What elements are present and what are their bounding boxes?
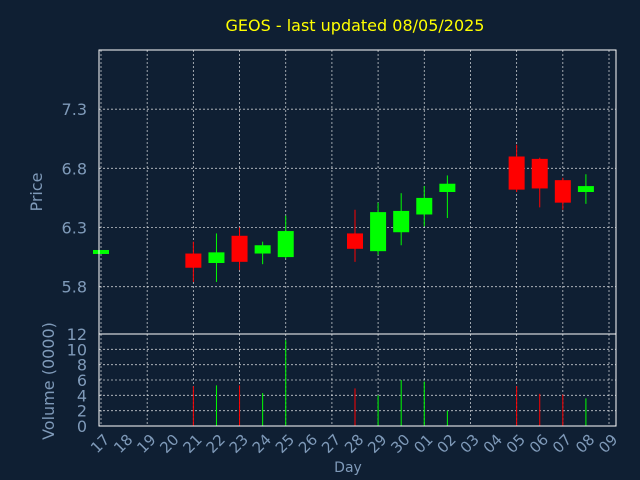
candle-body <box>577 186 594 192</box>
candle-body <box>347 233 363 249</box>
candle-body <box>231 235 248 262</box>
candle-body <box>254 245 271 254</box>
x-tick-labels: 1718192021222324252627282930010203040506… <box>87 431 621 457</box>
candle-body <box>508 156 525 190</box>
chart-title: GEOS - last updated 08/05/2025 <box>226 16 485 35</box>
candle-body <box>416 197 433 215</box>
price-candles <box>93 144 594 282</box>
volume-y-tick-label: 2 <box>77 402 87 421</box>
volume-axis-label: Volume (0000) <box>39 322 58 440</box>
candle-body <box>93 249 109 254</box>
candle-body <box>208 252 225 263</box>
price-y-tick-label: 6.8 <box>62 159 87 178</box>
candle-body <box>531 158 548 189</box>
volume-bars <box>192 340 587 426</box>
volume-y-tick-label: 0 <box>77 417 87 436</box>
price-y-tick-labels: 5.8 6.3 6.8 7.3 <box>62 100 87 297</box>
candle-body <box>370 212 387 252</box>
volume-panel-frame <box>98 333 617 427</box>
candle-body <box>393 210 410 233</box>
volume-y-tick-label: 12 <box>67 325 87 344</box>
price-axis-label: Price <box>27 172 46 211</box>
price-y-tick-label: 7.3 <box>62 100 87 119</box>
volume-y-tick-label: 4 <box>77 386 87 405</box>
candle-body <box>185 253 202 268</box>
price-y-tick-label: 6.3 <box>62 219 87 238</box>
candle-body <box>554 180 571 203</box>
volume-y-tick-label: 8 <box>77 356 87 375</box>
candle-body <box>439 183 456 192</box>
x-axis-label: Day <box>334 460 362 476</box>
price-y-tick-label: 5.8 <box>62 278 87 297</box>
candle-body <box>277 231 294 258</box>
volume-y-tick-label: 10 <box>67 340 87 359</box>
volume-y-tick-label: 6 <box>77 371 87 390</box>
